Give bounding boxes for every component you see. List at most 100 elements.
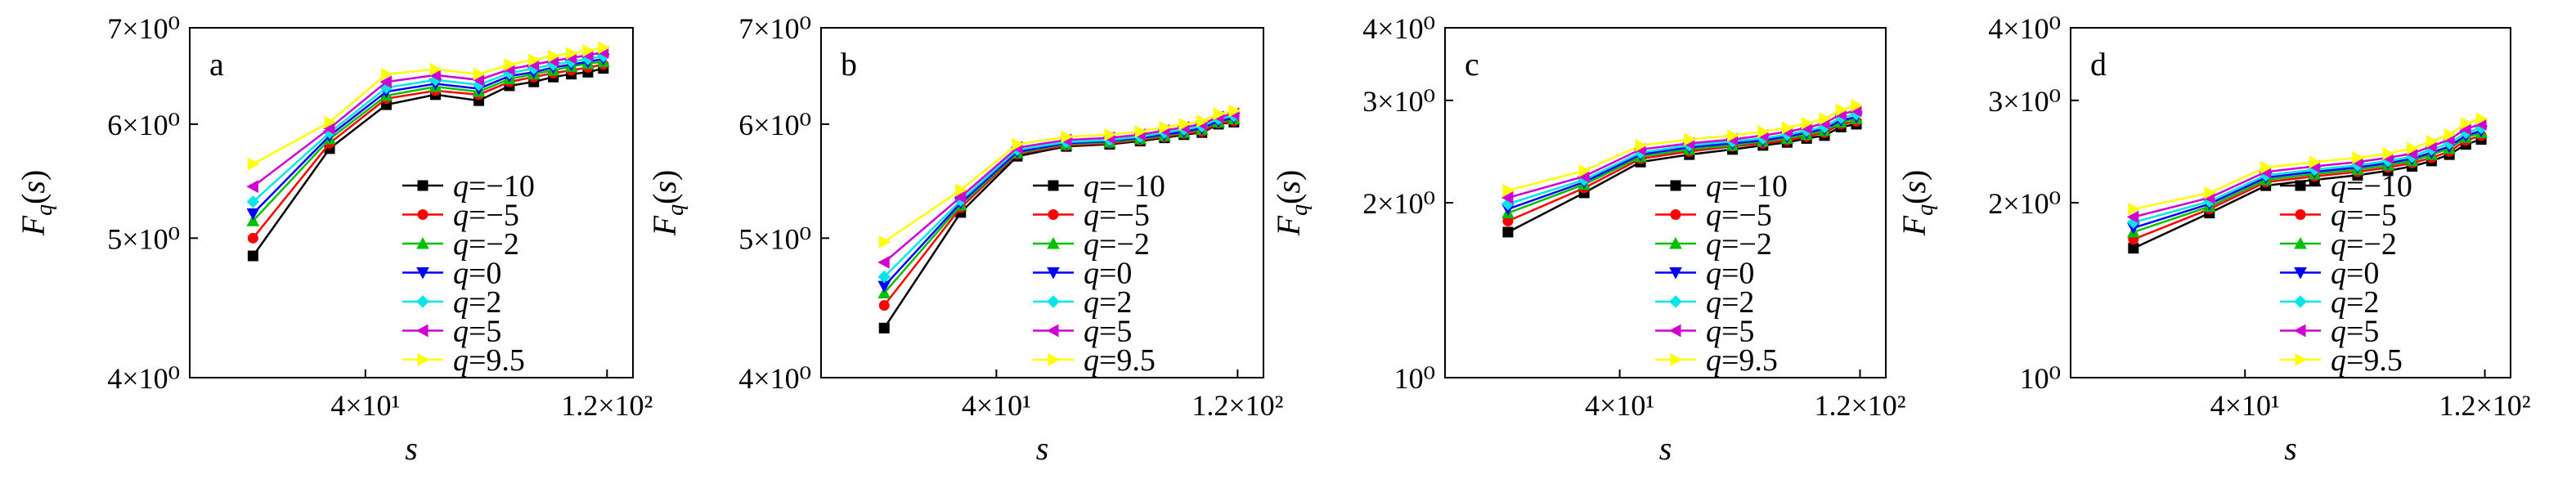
legend-label: q=2 xyxy=(453,285,501,320)
legend-entry: q=9.5 xyxy=(2280,343,2403,378)
y-tick-label: 2×10⁰ xyxy=(1988,187,2061,220)
data-point xyxy=(2126,210,2139,224)
legend-label: q=−10 xyxy=(453,169,535,204)
legend-marker xyxy=(416,295,429,308)
legend-label: q=2 xyxy=(1084,285,1132,320)
legend-marker xyxy=(1046,324,1059,338)
y-tick-label: 4×10⁰ xyxy=(1362,12,1435,45)
legend-label: q=9.5 xyxy=(1084,343,1156,378)
y-tick-label: 6×10⁰ xyxy=(107,109,180,141)
data-point xyxy=(877,256,890,269)
data-point xyxy=(2260,161,2273,174)
legend-marker xyxy=(2293,324,2306,338)
y-tick-label: 5×10⁰ xyxy=(107,222,180,255)
series-9.5 xyxy=(247,41,610,171)
legend-marker xyxy=(415,324,429,338)
legend-entry: q=2 xyxy=(2280,285,2379,320)
legend-marker xyxy=(1047,236,1060,249)
data-point xyxy=(548,49,560,63)
legend-label: q=−10 xyxy=(1084,169,1165,204)
legend-entry: q=5 xyxy=(1655,315,1754,349)
y-tick-label: 3×10⁰ xyxy=(1362,85,1435,118)
legend-entry: q=5 xyxy=(2280,315,2379,349)
data-point xyxy=(1684,132,1696,146)
chart-panel-a: 4×10⁰ 5×10⁰ 6×10⁰ 7×10⁰ 4×10¹ 1.2×10² s Fq(s) a q… xyxy=(15,12,653,467)
data-point xyxy=(1134,125,1147,138)
legend-marker xyxy=(1048,353,1061,366)
data-point xyxy=(1851,99,1864,112)
legend-entry: q=9.5 xyxy=(1033,343,1156,378)
legend-label: q=−5 xyxy=(2331,199,2397,233)
legend-entry: q=−5 xyxy=(1655,199,1772,233)
y-tick-label: 7×10⁰ xyxy=(107,12,180,45)
chart-panel-c: 10⁰ 2×10⁰ 3×10⁰ 4×10⁰ 4×10¹ 1.2×10² s Fq(s) c q=−… xyxy=(1270,12,1906,467)
y-tick-label: 4×10⁰ xyxy=(738,362,811,395)
x-axis-label: s xyxy=(2284,430,2297,467)
x-tick-label: 1.2×10² xyxy=(1192,389,1283,422)
data-point xyxy=(1213,107,1226,121)
legend-label: q=−10 xyxy=(1706,169,1788,204)
data-point xyxy=(504,58,517,71)
legend: q=−10q=−5q=−2q=0q=2q=5q=9.5 xyxy=(402,169,535,378)
legend-entry: q=−10 xyxy=(1655,169,1788,204)
data-point xyxy=(1012,137,1025,151)
data-point xyxy=(380,67,393,81)
legend-entry: q=−5 xyxy=(402,199,519,233)
x-axis-label: s xyxy=(1036,430,1049,467)
data-point xyxy=(1104,128,1116,141)
legend-label: q=5 xyxy=(1084,315,1132,349)
data-point xyxy=(1635,139,1648,152)
legend-entry: q=2 xyxy=(1655,285,1754,320)
y-axis-label: Fq(s) xyxy=(646,170,689,237)
data-point xyxy=(379,75,392,88)
legend-marker xyxy=(1669,267,1682,280)
legend-marker xyxy=(1668,324,1681,338)
legend-marker xyxy=(2295,180,2306,191)
data-point xyxy=(955,183,967,197)
data-point xyxy=(1502,184,1515,197)
legend-label: q=−5 xyxy=(1084,199,1150,233)
legend-entry: q=9.5 xyxy=(402,343,525,378)
legend-label: q=0 xyxy=(2331,257,2379,291)
legend-label: q=−10 xyxy=(2331,169,2412,204)
x-tick-label: 4×10¹ xyxy=(330,389,400,422)
legend-entry: q=−2 xyxy=(1655,227,1772,262)
data-point xyxy=(1801,116,1814,130)
legend-entry: q=0 xyxy=(2280,257,2379,291)
y-axis-label: Fq(s) xyxy=(1270,170,1313,237)
legend-marker xyxy=(416,236,429,249)
y-axis-label: Fq(s) xyxy=(1896,170,1938,237)
series-9.5 xyxy=(878,104,1241,248)
legend-marker xyxy=(1048,180,1059,191)
x-tick-label: 1.2×10² xyxy=(561,389,653,422)
x-axis-label: s xyxy=(405,430,418,467)
data-point xyxy=(878,235,891,248)
y-tick-label: 10⁰ xyxy=(2020,362,2061,395)
data-point xyxy=(566,47,578,60)
series-line xyxy=(252,67,604,257)
x-axis-label: s xyxy=(1659,430,1672,467)
legend: q=−10q=−5q=−2q=0q=2q=5q=9.5 xyxy=(1033,169,1165,378)
y-tick-label: 5×10⁰ xyxy=(738,222,811,255)
panel-label: c xyxy=(1465,46,1479,83)
data-point xyxy=(2475,112,2488,126)
chart-panel-d: 10⁰ 2×10⁰ 3×10⁰ 4×10⁰ 4×10¹ 1.2×10² s Fq(s) d q=−… xyxy=(1896,12,2531,467)
y-axis-label: Fq(s) xyxy=(15,170,57,237)
legend-marker xyxy=(2294,236,2307,249)
legend-entry: q=−5 xyxy=(1033,199,1150,233)
legend-marker xyxy=(2294,295,2307,308)
data-point xyxy=(1196,114,1209,128)
legend-entry: q=0 xyxy=(402,257,501,291)
data-point xyxy=(582,43,595,57)
data-point xyxy=(246,195,260,208)
legend-marker xyxy=(416,267,429,280)
data-point xyxy=(877,270,891,284)
legend-marker xyxy=(2295,209,2306,220)
legend-entry: q=−10 xyxy=(402,169,535,204)
series-−10 xyxy=(247,63,609,262)
legend-marker xyxy=(417,180,429,191)
data-point xyxy=(954,190,967,204)
legend-marker xyxy=(417,209,429,220)
legend-label: q=5 xyxy=(453,315,501,349)
legend-entry: q=−2 xyxy=(1033,227,1150,262)
